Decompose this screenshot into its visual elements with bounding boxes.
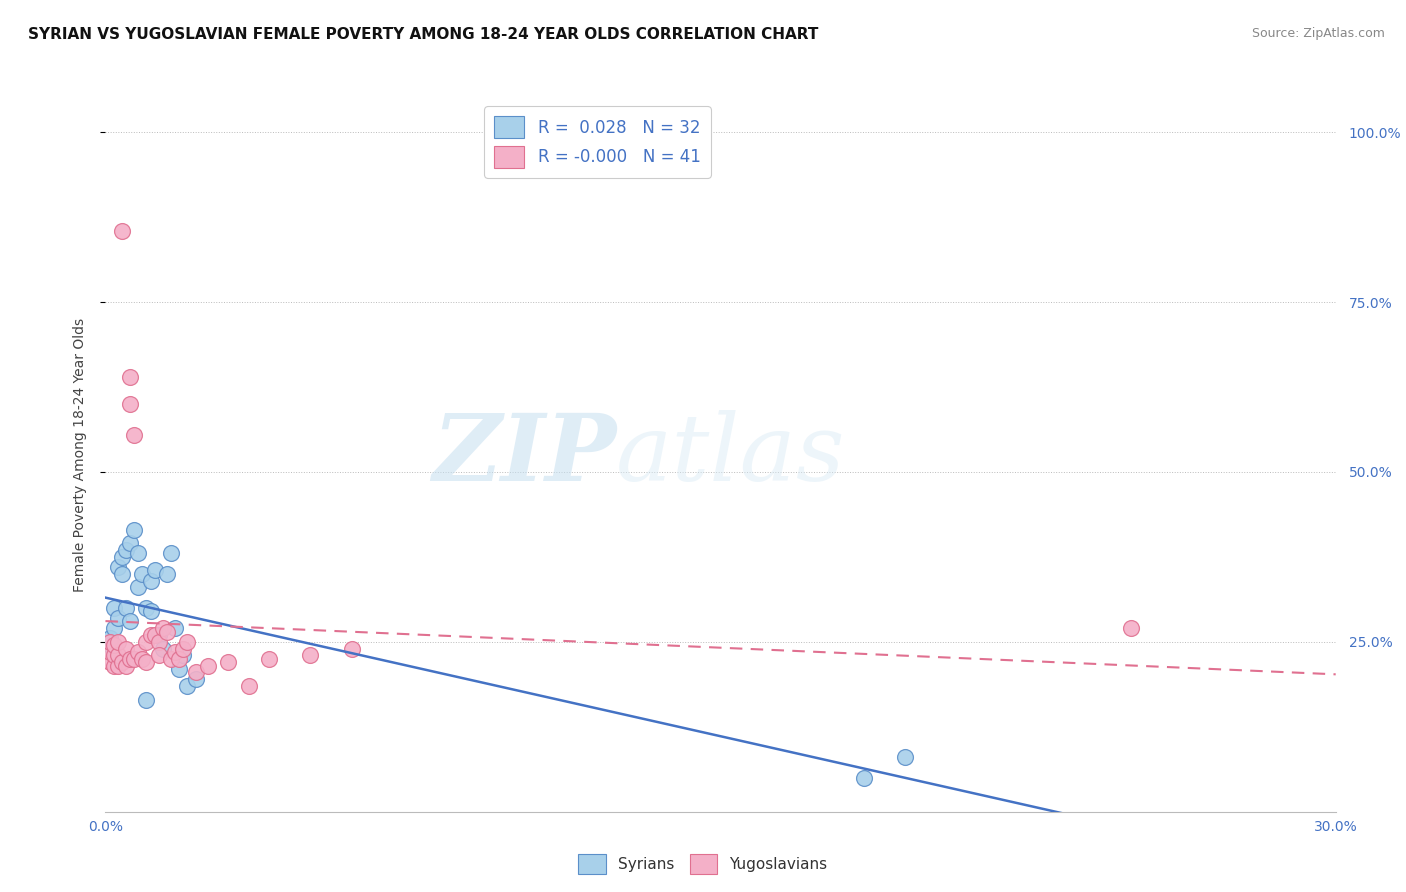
Point — [894, 750, 917, 764]
Point — [103, 648, 125, 663]
Point — [135, 692, 157, 706]
Point — [111, 224, 134, 238]
Point — [135, 655, 157, 669]
Point — [156, 624, 179, 639]
Point — [160, 546, 183, 560]
Point — [131, 566, 153, 581]
Point — [259, 652, 281, 666]
Text: SYRIAN VS YUGOSLAVIAN FEMALE POVERTY AMONG 18-24 YEAR OLDS CORRELATION CHART: SYRIAN VS YUGOSLAVIAN FEMALE POVERTY AMO… — [28, 27, 818, 42]
Point — [160, 652, 183, 666]
Point — [120, 369, 141, 384]
Point — [152, 641, 174, 656]
Point — [135, 635, 157, 649]
Point — [1119, 621, 1142, 635]
Text: Source: ZipAtlas.com: Source: ZipAtlas.com — [1251, 27, 1385, 40]
Point — [176, 679, 198, 693]
Point — [111, 655, 134, 669]
Point — [148, 628, 170, 642]
Point — [135, 600, 157, 615]
Point — [131, 652, 153, 666]
Point — [172, 648, 194, 663]
Point — [122, 523, 145, 537]
Point — [111, 566, 134, 581]
Point — [107, 658, 129, 673]
Point — [107, 611, 129, 625]
Point — [98, 655, 121, 669]
Point — [98, 645, 121, 659]
Y-axis label: Female Poverty Among 18-24 Year Olds: Female Poverty Among 18-24 Year Olds — [73, 318, 87, 592]
Point — [111, 549, 134, 564]
Text: atlas: atlas — [616, 410, 845, 500]
Point — [139, 628, 162, 642]
Point — [299, 648, 322, 663]
Point — [120, 536, 141, 550]
Point — [115, 600, 138, 615]
Point — [107, 648, 129, 663]
Point — [115, 658, 138, 673]
Legend: Syrians, Yugoslavians: Syrians, Yugoslavians — [572, 848, 834, 880]
Point — [197, 658, 219, 673]
Point — [115, 543, 138, 558]
Point — [218, 655, 240, 669]
Point — [98, 638, 121, 652]
Point — [120, 397, 141, 411]
Point — [122, 652, 145, 666]
Point — [152, 621, 174, 635]
Point — [122, 427, 145, 442]
Point — [169, 652, 191, 666]
Point — [143, 628, 166, 642]
Point — [115, 641, 138, 656]
Point — [156, 566, 179, 581]
Point — [184, 672, 207, 686]
Point — [139, 574, 162, 588]
Point — [165, 645, 187, 659]
Point — [853, 771, 876, 785]
Point — [107, 635, 129, 649]
Point — [120, 615, 141, 629]
Point — [143, 564, 166, 578]
Point — [169, 662, 191, 676]
Point — [139, 604, 162, 618]
Point — [184, 665, 207, 680]
Point — [103, 638, 125, 652]
Point — [103, 658, 125, 673]
Point — [107, 560, 129, 574]
Point — [127, 581, 149, 595]
Point — [127, 546, 149, 560]
Point — [120, 652, 141, 666]
Point — [176, 635, 198, 649]
Point — [103, 600, 125, 615]
Point — [165, 621, 187, 635]
Point — [238, 679, 260, 693]
Point — [127, 645, 149, 659]
Text: ZIP: ZIP — [432, 410, 616, 500]
Point — [148, 648, 170, 663]
Point — [148, 635, 170, 649]
Point — [340, 641, 363, 656]
Point — [103, 621, 125, 635]
Legend: R =  0.028   N = 32, R = -0.000   N = 41: R = 0.028 N = 32, R = -0.000 N = 41 — [485, 106, 710, 178]
Point — [172, 641, 194, 656]
Point — [98, 632, 121, 646]
Point — [98, 635, 121, 649]
